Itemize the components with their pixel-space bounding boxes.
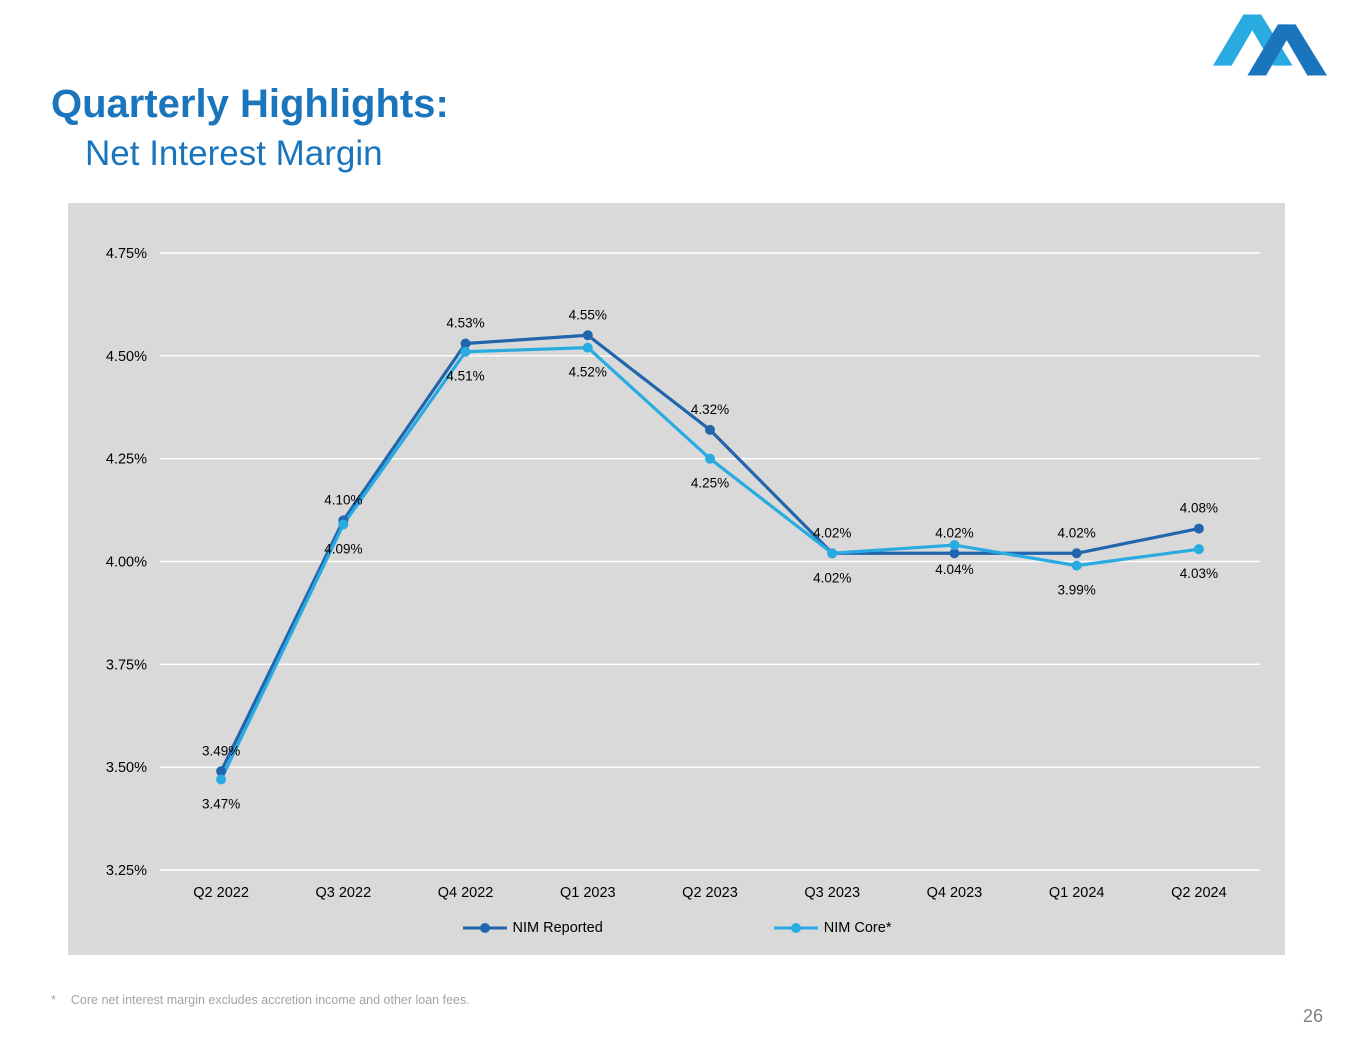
data-point-series-0 xyxy=(460,338,471,349)
legend-item-nim-reported: NIM Reported xyxy=(462,920,603,936)
legend-marker-nim-reported xyxy=(462,923,507,933)
x-axis-tick-label: Q2 2023 xyxy=(682,885,738,901)
data-label: 4.02% xyxy=(1058,525,1096,540)
data-label: 4.02% xyxy=(813,525,851,540)
y-axis-tick-label: 4.00% xyxy=(106,555,147,571)
slide-title-line1: Quarterly Highlights: xyxy=(51,82,449,126)
data-point-series-0 xyxy=(1071,548,1082,559)
y-axis-tick-label: 3.25% xyxy=(106,863,147,879)
footnote: * Core net interest margin excludes accr… xyxy=(51,993,470,1007)
company-logo xyxy=(1212,14,1328,76)
data-label: 4.52% xyxy=(569,365,607,380)
data-label: 4.09% xyxy=(324,541,362,556)
data-label: 3.99% xyxy=(1058,583,1096,598)
legend-label-nim-core: NIM Core* xyxy=(823,920,892,936)
x-axis-tick-label: Q2 2024 xyxy=(1171,885,1227,901)
data-label: 4.02% xyxy=(813,570,851,585)
data-label: 4.32% xyxy=(691,402,729,417)
x-axis-tick-label: Q1 2023 xyxy=(560,885,616,901)
data-point-series-0 xyxy=(705,424,715,435)
data-label: 4.53% xyxy=(446,315,484,330)
legend-marker-nim-core xyxy=(773,923,818,933)
y-axis-tick-label: 4.75% xyxy=(106,246,147,262)
page-number: 26 xyxy=(1302,1006,1323,1026)
data-point-series-1 xyxy=(582,342,593,353)
data-point-series-0 xyxy=(582,330,593,341)
data-point-series-1 xyxy=(338,519,349,530)
chart-legend: NIM Reported NIM Core* xyxy=(68,913,1285,943)
data-point-series-1 xyxy=(827,548,838,559)
x-axis-tick-label: Q4 2022 xyxy=(438,885,494,901)
data-label: 4.02% xyxy=(935,525,973,540)
legend-label-nim-reported: NIM Reported xyxy=(512,920,603,936)
x-axis-tick-label: Q3 2023 xyxy=(804,885,860,901)
x-axis-tick-label: Q2 2022 xyxy=(193,885,249,901)
data-point-series-0 xyxy=(1193,523,1204,534)
data-point-series-1 xyxy=(216,774,227,785)
y-axis-tick-label: 3.75% xyxy=(106,657,147,673)
legend-dot xyxy=(479,923,490,933)
data-label: 4.04% xyxy=(935,562,973,577)
data-point-series-1 xyxy=(949,540,960,551)
data-label: 4.10% xyxy=(324,492,362,507)
data-point-series-1 xyxy=(705,453,715,464)
y-axis-tick-label: 3.50% xyxy=(106,760,147,776)
nim-line-chart: 3.25% 3.50% 3.75% 4.00% 4.25% 4.50% 4.75% Q2 20… xyxy=(106,246,1260,901)
x-axis-tick-label: Q3 2022 xyxy=(316,885,372,901)
data-label: 4.51% xyxy=(446,369,484,384)
data-point-series-0 xyxy=(216,766,227,777)
data-label: 3.49% xyxy=(202,743,240,758)
legend-dot xyxy=(790,923,801,933)
slide-title-line2: Net Interest Margin xyxy=(85,134,383,173)
chart-area: 3.25% 3.50% 3.75% 4.00% 4.25% 4.50% 4.75% Q2 20… xyxy=(68,203,1285,955)
data-label: 4.25% xyxy=(691,476,729,491)
x-axis-tick-label: Q1 2024 xyxy=(1049,885,1105,901)
data-point-series-0 xyxy=(949,548,960,559)
data-label: 4.03% xyxy=(1180,566,1218,581)
data-point-series-1 xyxy=(1193,544,1204,555)
data-label: 4.08% xyxy=(1180,501,1218,516)
footnote-marker: * xyxy=(51,993,56,1007)
data-point-series-1 xyxy=(460,346,471,357)
logo-chevron-dark xyxy=(1247,24,1328,76)
y-axis-tick-label: 4.50% xyxy=(106,349,147,365)
data-label: 3.47% xyxy=(202,797,240,812)
footnote-text: Core net interest margin excludes accret… xyxy=(70,993,470,1007)
legend-item-nim-core: NIM Core* xyxy=(773,920,892,936)
series-line-0 xyxy=(219,333,1201,773)
x-axis-tick-label: Q4 2023 xyxy=(927,885,983,901)
data-label: 4.55% xyxy=(569,307,607,322)
y-axis-tick-label: 4.25% xyxy=(106,452,147,468)
data-point-series-1 xyxy=(1071,560,1082,571)
